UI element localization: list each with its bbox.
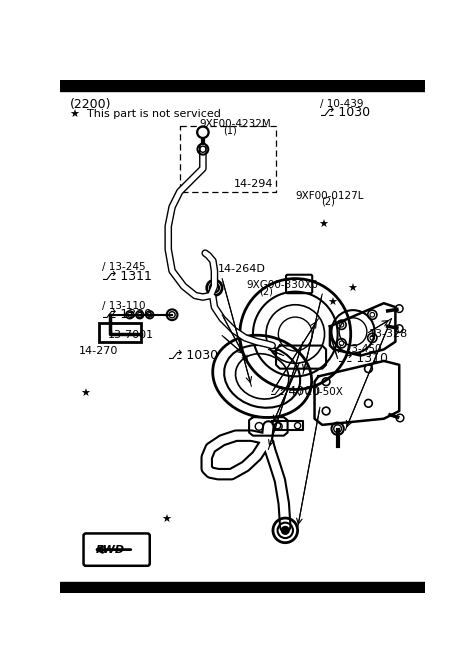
Text: ⎇ 1030: ⎇ 1030 [168, 350, 218, 362]
Text: ★: ★ [347, 284, 357, 294]
Text: / 13-110: / 13-110 [102, 300, 146, 310]
Text: 9XG00-330X0: 9XG00-330X0 [246, 280, 319, 290]
Text: / 13-245: / 13-245 [102, 262, 146, 272]
Text: / 20-50X: / 20-50X [300, 387, 343, 397]
Text: ★: ★ [328, 298, 337, 308]
Circle shape [397, 306, 401, 311]
Text: 13-7001: 13-7001 [108, 330, 154, 340]
Circle shape [197, 126, 209, 139]
Text: ★: ★ [161, 515, 171, 525]
Text: ★: ★ [318, 220, 328, 230]
Text: 14-270: 14-270 [79, 346, 118, 356]
Text: ★  This part is not serviced: ★ This part is not serviced [70, 109, 220, 119]
Circle shape [199, 129, 207, 136]
Text: ⎇ 4000: ⎇ 4000 [270, 385, 320, 398]
Text: ⎇ 1311: ⎇ 1311 [102, 270, 152, 283]
Circle shape [397, 326, 401, 331]
Text: 14-264D: 14-264D [218, 264, 265, 274]
Text: (2): (2) [259, 286, 273, 296]
Circle shape [282, 527, 289, 534]
Text: (2200): (2200) [70, 99, 111, 111]
Text: 13-328: 13-328 [369, 329, 408, 339]
Text: 9XF00-0127L: 9XF00-0127L [296, 191, 365, 201]
Circle shape [395, 325, 403, 332]
Bar [60, 80, 425, 91]
Text: (1): (1) [223, 125, 237, 135]
Circle shape [396, 414, 404, 422]
Text: / 10-439: / 10-439 [319, 99, 363, 109]
Text: / 13-450: / 13-450 [338, 344, 381, 354]
Text: ★: ★ [80, 389, 90, 399]
Text: 9XF00-4232M: 9XF00-4232M [199, 119, 271, 129]
Text: ⎇ 1330: ⎇ 1330 [102, 308, 153, 321]
Text: ⎇ 1310: ⎇ 1310 [338, 352, 388, 365]
Bar [99, 323, 141, 342]
Circle shape [395, 305, 403, 312]
Text: ⎇ 1030: ⎇ 1030 [319, 106, 370, 119]
Text: FWD: FWD [96, 545, 125, 555]
Bar [60, 582, 425, 593]
Text: (2): (2) [321, 197, 335, 207]
Text: 14-294: 14-294 [234, 178, 273, 188]
Circle shape [398, 416, 402, 420]
